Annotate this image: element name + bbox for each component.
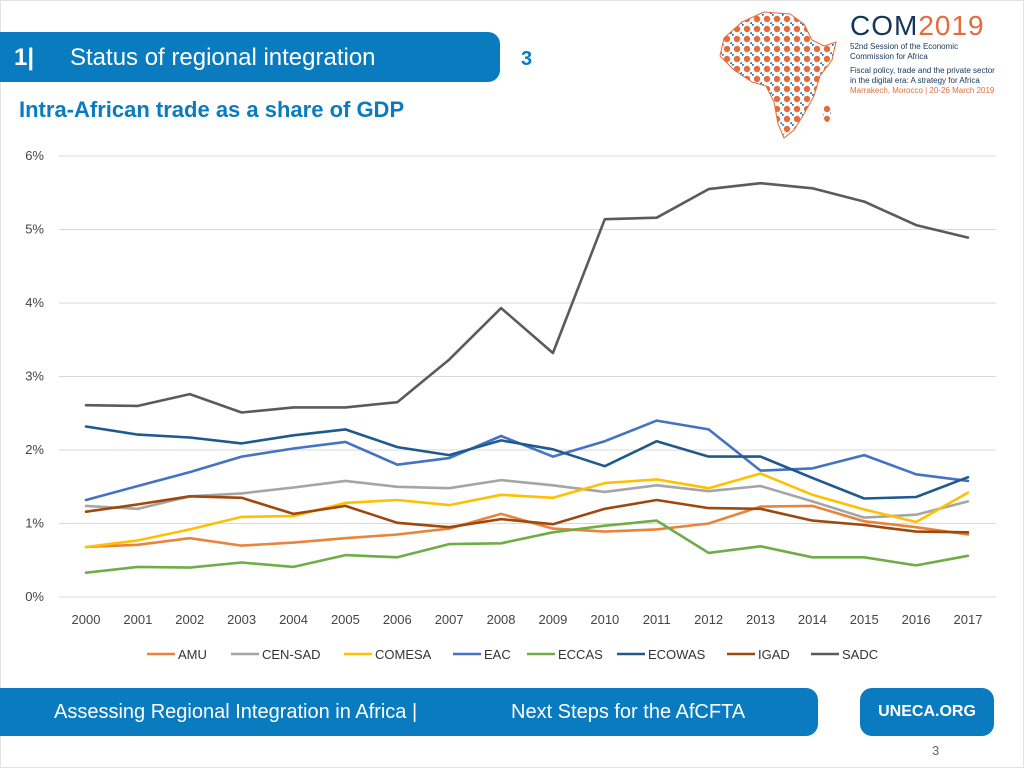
logo-theme-1: Fiscal policy, trade and the private sec… xyxy=(850,66,995,75)
legend-label-amu: AMU xyxy=(178,647,207,662)
legend-label-sadc: SADC xyxy=(842,647,878,662)
y-tick-label: 2% xyxy=(25,442,44,457)
series-line-comesa xyxy=(84,472,970,549)
x-tick-label: 2014 xyxy=(798,612,827,627)
y-tick-label: 0% xyxy=(25,589,44,604)
chart-series xyxy=(84,181,970,575)
y-tick-label: 3% xyxy=(25,369,44,384)
x-tick-label: 2005 xyxy=(331,612,360,627)
logo-session: 52nd Session of the Economic xyxy=(850,42,959,51)
logo-commission: Commission for Africa xyxy=(850,52,928,61)
x-tick-label: 2012 xyxy=(694,612,723,627)
series-line-sadc xyxy=(84,181,970,414)
x-axis-ticks: 2000 2001 2002 2003 2004 2005 2006 2007 2008 2009… xyxy=(72,612,983,627)
page-number: 3 xyxy=(932,743,940,758)
series-line-eac xyxy=(84,419,970,502)
series-line-igad xyxy=(84,494,970,534)
logo-theme-2: in the digital era: A strategy for Afric… xyxy=(850,76,980,85)
x-tick-label: 2006 xyxy=(383,612,412,627)
series-line-cen-sad xyxy=(84,478,970,519)
y-tick-label: 1% xyxy=(25,516,44,531)
x-tick-label: 2007 xyxy=(435,612,464,627)
section-label: Status of regional integration xyxy=(70,44,376,71)
series-line-eccas xyxy=(84,519,970,575)
logo-year: 2019 xyxy=(918,10,985,41)
y-tick-label: 5% xyxy=(25,222,44,237)
logo-place-date: Marrakech, Morocco | 20-26 March 2019 xyxy=(850,86,995,95)
x-tick-label: 2015 xyxy=(850,612,879,627)
x-tick-label: 2011 xyxy=(643,612,671,627)
com2019-logo xyxy=(712,4,1012,144)
y-tick-label: 4% xyxy=(25,295,44,310)
x-tick-label: 2000 xyxy=(72,612,101,627)
section-page-number: 3 xyxy=(521,48,533,70)
y-tick-label: 6% xyxy=(25,148,44,163)
x-tick-label: 2008 xyxy=(487,612,516,627)
x-tick-label: 2002 xyxy=(175,612,204,627)
x-tick-label: 2001 xyxy=(123,612,152,627)
logo-com: COM xyxy=(850,10,919,41)
footer-left-text: Assessing Regional Integration in Africa… xyxy=(54,701,418,723)
africa-map-icon xyxy=(719,11,837,139)
series-line-amu xyxy=(84,504,970,549)
x-tick-label: 2010 xyxy=(590,612,619,627)
y-axis-ticks: 0% 1% 2% 3% 4% 5% 6% xyxy=(25,148,44,604)
footer-bar: Assessing Regional Integration in Africa… xyxy=(0,688,818,736)
x-tick-label: 2009 xyxy=(538,612,567,627)
uneca-link-button[interactable]: UNECA.ORG xyxy=(860,688,994,736)
legend-label-eac: EAC xyxy=(484,647,511,662)
slide-title: Intra-African trade as a share of GDP xyxy=(19,97,405,122)
x-tick-label: 2017 xyxy=(954,612,983,627)
legend-label-igad: IGAD xyxy=(758,647,790,662)
line-chart: 0%1%2%3%4%5%6% 2000 2001 2002 2003 2004 2005 2… xyxy=(25,148,996,662)
x-tick-label: 2013 xyxy=(746,612,775,627)
legend-label-cen-sad: CEN-SAD xyxy=(262,647,321,662)
logo-text: COM2019 52nd Session of the Economic Com… xyxy=(850,10,995,96)
section-tab: 1| Status of regional integration xyxy=(0,32,500,82)
chart-legend: AMU CEN-SAD COMESA EAC ECCAS ECOWAS IGAD SADC xyxy=(147,647,878,662)
legend-label-comesa: COMESA xyxy=(375,647,432,662)
footer-right-text: Next Steps for the AfCFTA xyxy=(511,701,746,723)
section-number: 1| xyxy=(14,44,35,71)
legend-label-ecowas: ECOWAS xyxy=(648,647,706,662)
x-tick-label: 2016 xyxy=(902,612,931,627)
x-tick-label: 2004 xyxy=(279,612,308,627)
x-tick-label: 2003 xyxy=(227,612,256,627)
legend-label-eccas: ECCAS xyxy=(558,647,603,662)
series-line-ecowas xyxy=(84,425,970,500)
chart-grid xyxy=(59,155,996,598)
